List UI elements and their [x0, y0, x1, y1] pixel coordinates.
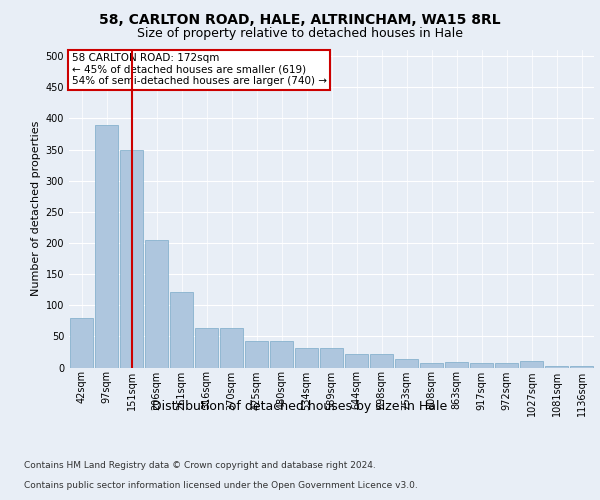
Bar: [320, 348, 343, 368]
Bar: [295, 348, 318, 368]
Text: Contains public sector information licensed under the Open Government Licence v3: Contains public sector information licen…: [24, 481, 418, 490]
Text: 58, CARLTON ROAD, HALE, ALTRINCHAM, WA15 8RL: 58, CARLTON ROAD, HALE, ALTRINCHAM, WA15…: [99, 12, 501, 26]
Bar: [495, 362, 518, 368]
Bar: [170, 292, 193, 368]
Bar: [70, 318, 93, 368]
Text: Distribution of detached houses by size in Hale: Distribution of detached houses by size …: [152, 400, 448, 413]
Bar: [145, 240, 168, 368]
Text: Contains HM Land Registry data © Crown copyright and database right 2024.: Contains HM Land Registry data © Crown c…: [24, 461, 376, 470]
Bar: [220, 328, 243, 368]
Y-axis label: Number of detached properties: Number of detached properties: [31, 121, 41, 296]
Text: 58 CARLTON ROAD: 172sqm
← 45% of detached houses are smaller (619)
54% of semi-d: 58 CARLTON ROAD: 172sqm ← 45% of detache…: [71, 53, 326, 86]
Bar: [395, 359, 418, 368]
Bar: [570, 366, 593, 368]
Bar: [95, 124, 118, 368]
Bar: [270, 340, 293, 367]
Bar: [195, 328, 218, 368]
Bar: [470, 362, 493, 368]
Bar: [370, 354, 393, 368]
Bar: [120, 150, 143, 368]
Bar: [245, 340, 268, 367]
Bar: [420, 362, 443, 368]
Bar: [445, 362, 468, 368]
Text: Size of property relative to detached houses in Hale: Size of property relative to detached ho…: [137, 28, 463, 40]
Bar: [545, 366, 568, 368]
Bar: [345, 354, 368, 368]
Bar: [520, 362, 543, 368]
